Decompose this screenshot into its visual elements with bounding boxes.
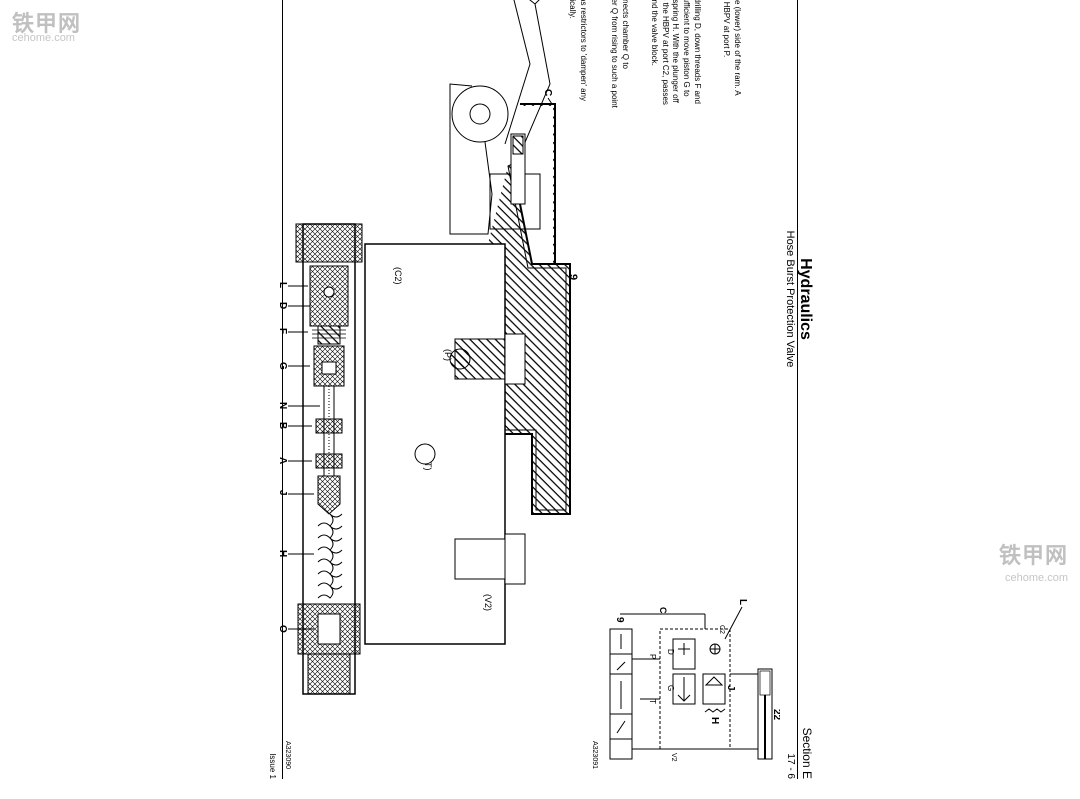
main-9: 9 [567, 274, 579, 280]
watermark-br: 铁甲网 [999, 538, 1068, 570]
cutaway-diagram: C 9 (P) (T) (V2) (C2) (E) [280, 0, 580, 734]
footer-right: Issue 1 [268, 753, 277, 779]
paragraph-3: A drilled hole N through the centre of p… [598, 0, 630, 109]
label-T: T [648, 699, 657, 704]
label-L: L [737, 599, 748, 605]
main-C2: (C2) [393, 267, 403, 285]
label-9: 9 [614, 617, 625, 623]
main-C: C [542, 89, 553, 96]
label-G: G [666, 685, 675, 691]
header-title: Hydraulics [796, 258, 814, 340]
main-V2: (V2) [483, 594, 493, 611]
label-C: C [658, 607, 668, 614]
watermark-br-sub: cehome.com [1005, 572, 1068, 584]
main-figref: A323090 [284, 741, 291, 769]
schematic-figref: A323091 [591, 741, 598, 769]
label-C2: C2 [718, 625, 725, 634]
header-sub: Hose Burst Protection Valve [784, 231, 796, 368]
label-H: H [709, 717, 720, 724]
header-rule [797, 0, 798, 779]
label-J: J [725, 685, 736, 691]
label-V2: V2 [670, 753, 677, 762]
header-section-right: Section E [800, 728, 814, 779]
document-sheet: Section E Hydraulics Section E 17 - 6 Ho… [260, 0, 820, 799]
schematic-diagram: 22 L J H D G C2 [600, 499, 780, 769]
label-D: D [666, 649, 675, 655]
paragraph-2: Oil enters the HBPV at port P and passes… [648, 0, 702, 109]
watermark-tl-sub: cehome.com [12, 32, 75, 44]
label-22: 22 [771, 709, 780, 721]
footer-rule [282, 0, 283, 779]
page-number-right: 17 - 6 [785, 753, 796, 779]
paragraph-1: Oil from the loader valve block 9 is fed… [720, 0, 742, 109]
